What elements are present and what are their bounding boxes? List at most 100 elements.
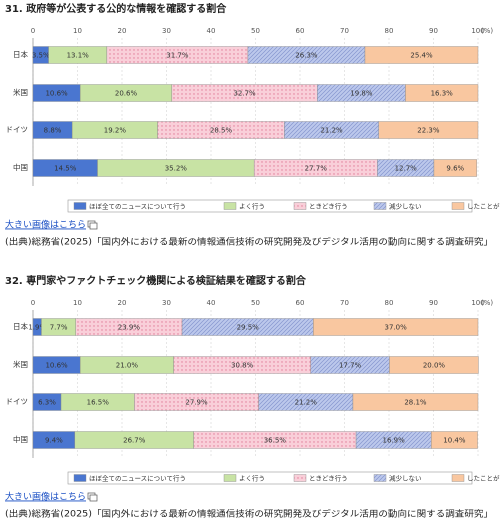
legend-swatch [73,474,87,482]
bar-segment [378,121,479,139]
value-label: 23.9% [118,324,141,332]
value-label: 31.7% [166,52,189,60]
x-tick-label: 0 [31,299,35,307]
image-link[interactable]: 大きい画像はこちら [5,491,86,503]
legend-label: 減少しない [389,202,422,211]
legend-swatch [293,474,307,482]
x-tick-label: 50 [251,299,260,307]
legend-swatch [451,474,465,482]
category-label: ドイツ [6,397,29,406]
legend-label: よく行う [239,202,265,211]
value-label: 6.3% [38,399,56,407]
value-label: 14.5% [54,165,77,173]
x-tick-label: 30 [162,27,171,35]
x-tick-label: 10 [73,27,82,35]
value-label: 12.7% [395,165,418,173]
value-label: 10.4% [443,437,466,445]
bar-segment [313,318,479,336]
value-label: 27.9% [185,399,208,407]
legend-box [67,471,473,485]
value-label: 21.2% [295,399,318,407]
value-label: 16.9% [383,437,406,445]
value-label: 17.7% [339,362,362,370]
x-tick-label: 10 [73,299,82,307]
value-label: 3.5% [32,52,50,60]
image-link[interactable]: 大きい画像はこちら [5,219,86,231]
x-tick-label: 90 [429,27,438,35]
x-tick-label: 30 [162,299,171,307]
value-label: 30.8% [231,362,254,370]
value-label: 28.1% [404,399,427,407]
x-axis-unit: (%) [481,299,493,307]
category-label: 米国 [13,359,28,369]
x-tick-label: 60 [296,299,305,307]
legend-label: ほぼ全てのニュースについて行う [89,202,186,211]
link-icon [89,494,98,502]
value-label: 10.6% [45,90,68,98]
x-tick-label: 50 [251,27,260,35]
value-label: 21.2% [320,127,343,135]
category-label: 日本 [13,49,28,59]
value-label: 19.8% [350,90,373,98]
bar-segment [352,393,479,411]
legend-label: ときどき行う [309,202,348,211]
value-label: 35.2% [165,165,188,173]
x-tick-label: 100 [471,299,484,307]
source-note: (出典)総務省(2025)「国内外における最新の情報通信技術の研究開発及びデジタ… [5,509,493,520]
legend-label: したことがない [467,202,500,211]
bar-segment [433,159,477,177]
x-tick-label: 20 [118,27,127,35]
value-label: 7.7% [50,324,68,332]
bar-segment [389,356,479,374]
category-label: 米国 [13,87,28,97]
legend-swatch [293,202,307,210]
legend-label: 減少しない [389,474,422,483]
x-tick-label: 80 [385,299,394,307]
value-label: 9.6% [446,165,464,173]
value-label: 37.0% [385,324,408,332]
x-tick-label: 40 [207,27,216,35]
bar-segment [405,84,479,102]
value-label: 36.5% [264,437,287,445]
x-tick-label: 90 [429,299,438,307]
legend-label: ときどき行う [309,474,348,483]
value-label: 29.5% [237,324,260,332]
legend-label: したことがない [467,474,500,483]
bar-segment [364,46,479,64]
legend-swatch [73,202,87,210]
source-note: (出典)総務省(2025)「国内外における最新の情報通信技術の研究開発及びデジタ… [5,237,493,248]
x-tick-label: 70 [340,299,349,307]
value-label: 22.3% [417,127,440,135]
legend-swatch [373,474,387,482]
legend-swatch [223,474,237,482]
link-icon [89,222,98,230]
value-label: 10.6% [45,362,68,370]
chart-title: 32. 専門家やファクトチェック機関による検証結果を確認する割合 [5,274,307,287]
x-tick-label: 80 [385,27,394,35]
legend-label: ほぼ全てのニュースについて行う [89,474,186,483]
value-label: 20.0% [423,362,446,370]
chart-title: 31. 政府等が公表する公的な情報を確認する割合 [5,2,227,15]
category-label: 日本 [13,321,28,331]
category-label: ドイツ [6,125,29,134]
x-tick-label: 70 [340,27,349,35]
value-label: 32.7% [233,90,256,98]
value-label: 16.5% [87,399,110,407]
legend-swatch [451,202,465,210]
value-label: 19.2% [104,127,127,135]
value-label: 28.5% [210,127,233,135]
value-label: 26.7% [123,437,146,445]
value-label: 16.3% [431,90,454,98]
bar-segment [431,431,478,449]
legend-swatch [223,202,237,210]
x-tick-label: 60 [296,27,305,35]
value-label: 26.3% [295,52,318,60]
value-label: 25.4% [410,52,433,60]
value-label: 9.4% [45,437,63,445]
category-label: 中国 [13,162,28,172]
legend-box [67,199,473,213]
value-label: 1.9% [28,324,46,332]
